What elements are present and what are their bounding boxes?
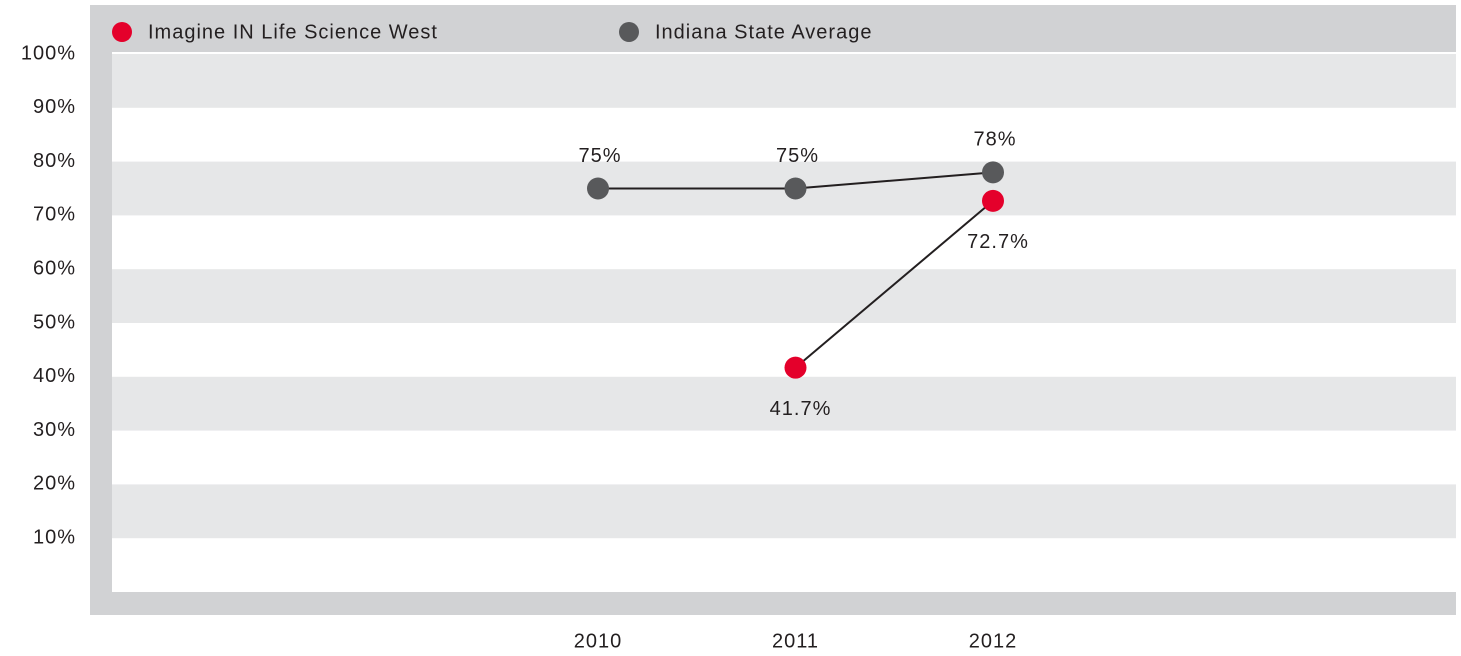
grid-band bbox=[112, 269, 1456, 323]
y-tick-label: 10% bbox=[33, 526, 76, 548]
data-label: 41.7% bbox=[770, 398, 832, 420]
x-tick-label: 2012 bbox=[969, 630, 1018, 652]
left-frame bbox=[90, 52, 112, 615]
y-tick-label: 100% bbox=[21, 42, 76, 64]
legend-marker bbox=[112, 22, 132, 42]
x-tick-label: 2011 bbox=[772, 630, 819, 652]
grid-band bbox=[112, 484, 1456, 539]
legend-label: Imagine IN Life Science West bbox=[148, 21, 438, 43]
y-tick-label: 50% bbox=[33, 311, 76, 333]
y-tick-label: 20% bbox=[33, 473, 76, 495]
data-label: 75% bbox=[776, 145, 819, 167]
y-tick-label: 30% bbox=[33, 419, 76, 441]
point bbox=[982, 189, 1004, 212]
data-label: 78% bbox=[973, 129, 1016, 151]
point bbox=[587, 177, 609, 200]
x-tick-label: 2010 bbox=[574, 630, 623, 652]
grid-band bbox=[112, 54, 1456, 108]
y-tick-label: 80% bbox=[33, 150, 76, 172]
y-tick-label: 70% bbox=[33, 204, 76, 226]
legend-marker bbox=[619, 22, 639, 42]
data-label: 72.7% bbox=[967, 231, 1029, 253]
legend-band bbox=[90, 5, 1456, 52]
point bbox=[784, 356, 807, 379]
y-tick-label: 60% bbox=[33, 257, 76, 279]
bottom-frame bbox=[90, 592, 1456, 615]
grid-band bbox=[112, 376, 1456, 431]
point bbox=[784, 177, 807, 200]
y-tick-label: 40% bbox=[33, 365, 76, 387]
y-tick-label: 90% bbox=[33, 96, 76, 118]
data-label: 75% bbox=[578, 145, 621, 167]
point bbox=[982, 161, 1004, 184]
legend-label: Indiana State Average bbox=[655, 21, 872, 43]
series-line bbox=[794, 200, 994, 369]
